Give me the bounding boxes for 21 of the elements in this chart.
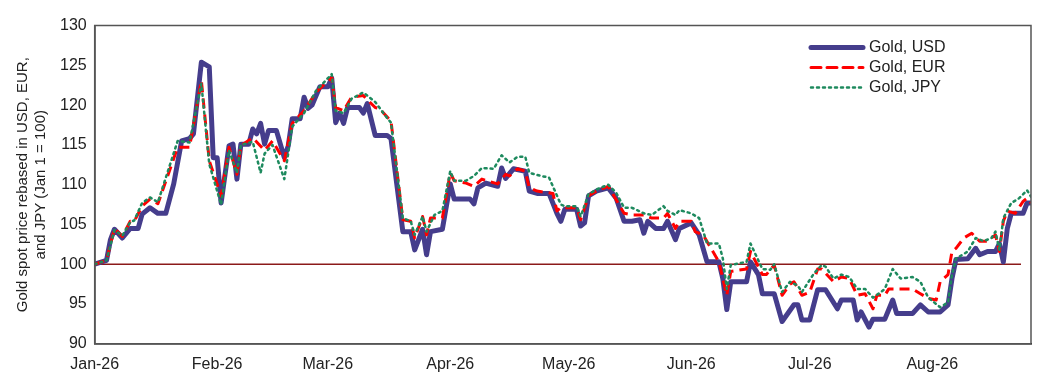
- y-tick-label: 125: [59, 55, 87, 73]
- x-tick-label: May-26: [542, 354, 596, 372]
- y-tick-label: 100: [59, 254, 87, 272]
- y-tick-label: 130: [59, 16, 87, 34]
- x-tick-label: Feb-26: [191, 354, 243, 372]
- y-tick-label: 120: [59, 95, 87, 113]
- x-tick-label: Apr-26: [426, 354, 475, 372]
- y-tick-label: 115: [61, 135, 87, 153]
- y-tick-label: 90: [68, 334, 87, 352]
- y-tick-label: 105: [59, 214, 87, 232]
- x-tick-label: Aug-26: [906, 354, 959, 372]
- x-tick-label: Jul-26: [787, 354, 832, 372]
- legend-label: Gold, EUR: [869, 58, 946, 76]
- x-tick-label: Mar-26: [302, 354, 354, 372]
- y-tick-label: 110: [61, 175, 87, 193]
- legend-label: Gold, JPY: [869, 78, 942, 96]
- x-tick-label: Jan-26: [70, 354, 120, 372]
- y-axis-title: Gold spot price rebased in USD, EUR, and JPY (Jan 1 = 100): [13, 57, 49, 313]
- legend-label: Gold, USD: [869, 38, 946, 56]
- x-tick-label: Jun-26: [666, 354, 716, 372]
- y-tick-label: 95: [68, 294, 87, 312]
